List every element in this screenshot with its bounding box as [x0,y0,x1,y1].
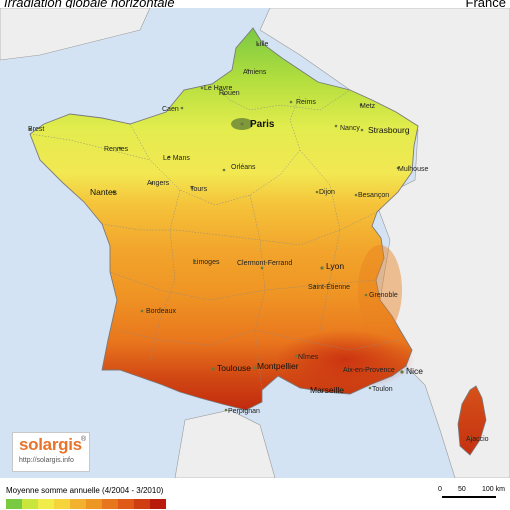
legend-swatch [6,499,22,509]
city-label-dijon: Dijon [319,189,335,196]
corsica [457,385,487,456]
solargis-logo[interactable]: solargis ® http://solargis.info [12,432,90,472]
city-label-lyon: Lyon [326,261,344,271]
country-label: France [465,0,506,10]
city-label-aix: Aix-en-Provence [343,367,395,374]
legend-swatch [54,499,70,509]
city-label-limoges: Limoges [193,259,220,266]
city-label-perpignan: Perpignan [228,408,260,415]
city-label-amiens: Amiens [243,69,267,76]
city-label-metz: Metz [360,103,376,110]
city-label-le-havre: Le Havre [204,85,233,92]
legend-swatch [86,499,102,509]
logo-wordmark: solargis [19,435,82,454]
city-label-mulhouse: Mulhouse [398,166,428,173]
legend-swatches [6,499,166,509]
legend-swatch [70,499,86,509]
france-mainland [29,27,419,411]
city-label-rouen: Rouen [219,90,240,97]
map-title: Irradiation globale horizontale [4,0,175,10]
city-label-grenoble: Grenoble [369,292,398,299]
scale-bar: 0 50 100 km [438,486,505,506]
city-label-nice: Nice [406,366,423,376]
uk-land [0,8,151,61]
city-label-paris: Paris [250,119,275,130]
scale-bar-line [442,496,496,498]
logo-registered-mark: ® [81,436,87,443]
city-label-bordeaux: Bordeaux [146,308,176,315]
city-label-caen: Caen [162,106,179,113]
city-label-ajaccio: Ajaccio [466,436,489,443]
city-label-lille: Lille [256,41,269,48]
city-label-toulon: Toulon [372,386,393,393]
region-borders [29,83,401,391]
legend-swatch [102,499,118,509]
alps-texture [358,245,402,335]
city-markers [28,42,472,440]
city-label-tours: Tours [190,186,208,193]
legend-swatch [150,499,166,509]
scale-label-50: 50 [458,486,466,493]
city-label-besancon: Besançon [358,192,389,199]
city-label-angers: Angers [147,180,170,187]
city-label-saint-etienne: Saint-Étienne [308,282,350,291]
legend-swatch [38,499,54,509]
city-label-montpellier: Montpellier [257,361,299,371]
city-label-strasbourg: Strasbourg [368,125,410,135]
city-label-nantes: Nantes [90,187,117,197]
city-label-reims: Reims [296,99,316,106]
legend-title: Moyenne somme annuelle (4/2004 - 3/2010) [6,486,164,495]
city-label-marseille: Marseille [310,385,344,395]
neighbour-countries [259,8,510,478]
city-label-nimes: Nîmes [298,354,319,361]
city-label-brest: Brest [28,126,44,133]
legend-swatch [118,499,134,509]
south-hotspot [275,330,415,390]
city-label-orleans: Orléans [231,164,256,171]
legend-swatch [22,499,38,509]
city-label-rennes: Rennes [104,146,129,153]
scale-label-100: 100 km [482,486,505,493]
city-label-toulouse: Toulouse [217,363,251,373]
city-label-clermont: Clermont-Ferrand [237,260,292,267]
scale-label-0: 0 [438,486,442,493]
logo-url[interactable]: http://solargis.info [19,457,74,464]
spain-land [174,409,276,478]
city-label-le-mans: Le Mans [163,155,190,162]
legend-swatch [134,499,150,509]
city-label-nancy: Nancy [340,125,360,132]
